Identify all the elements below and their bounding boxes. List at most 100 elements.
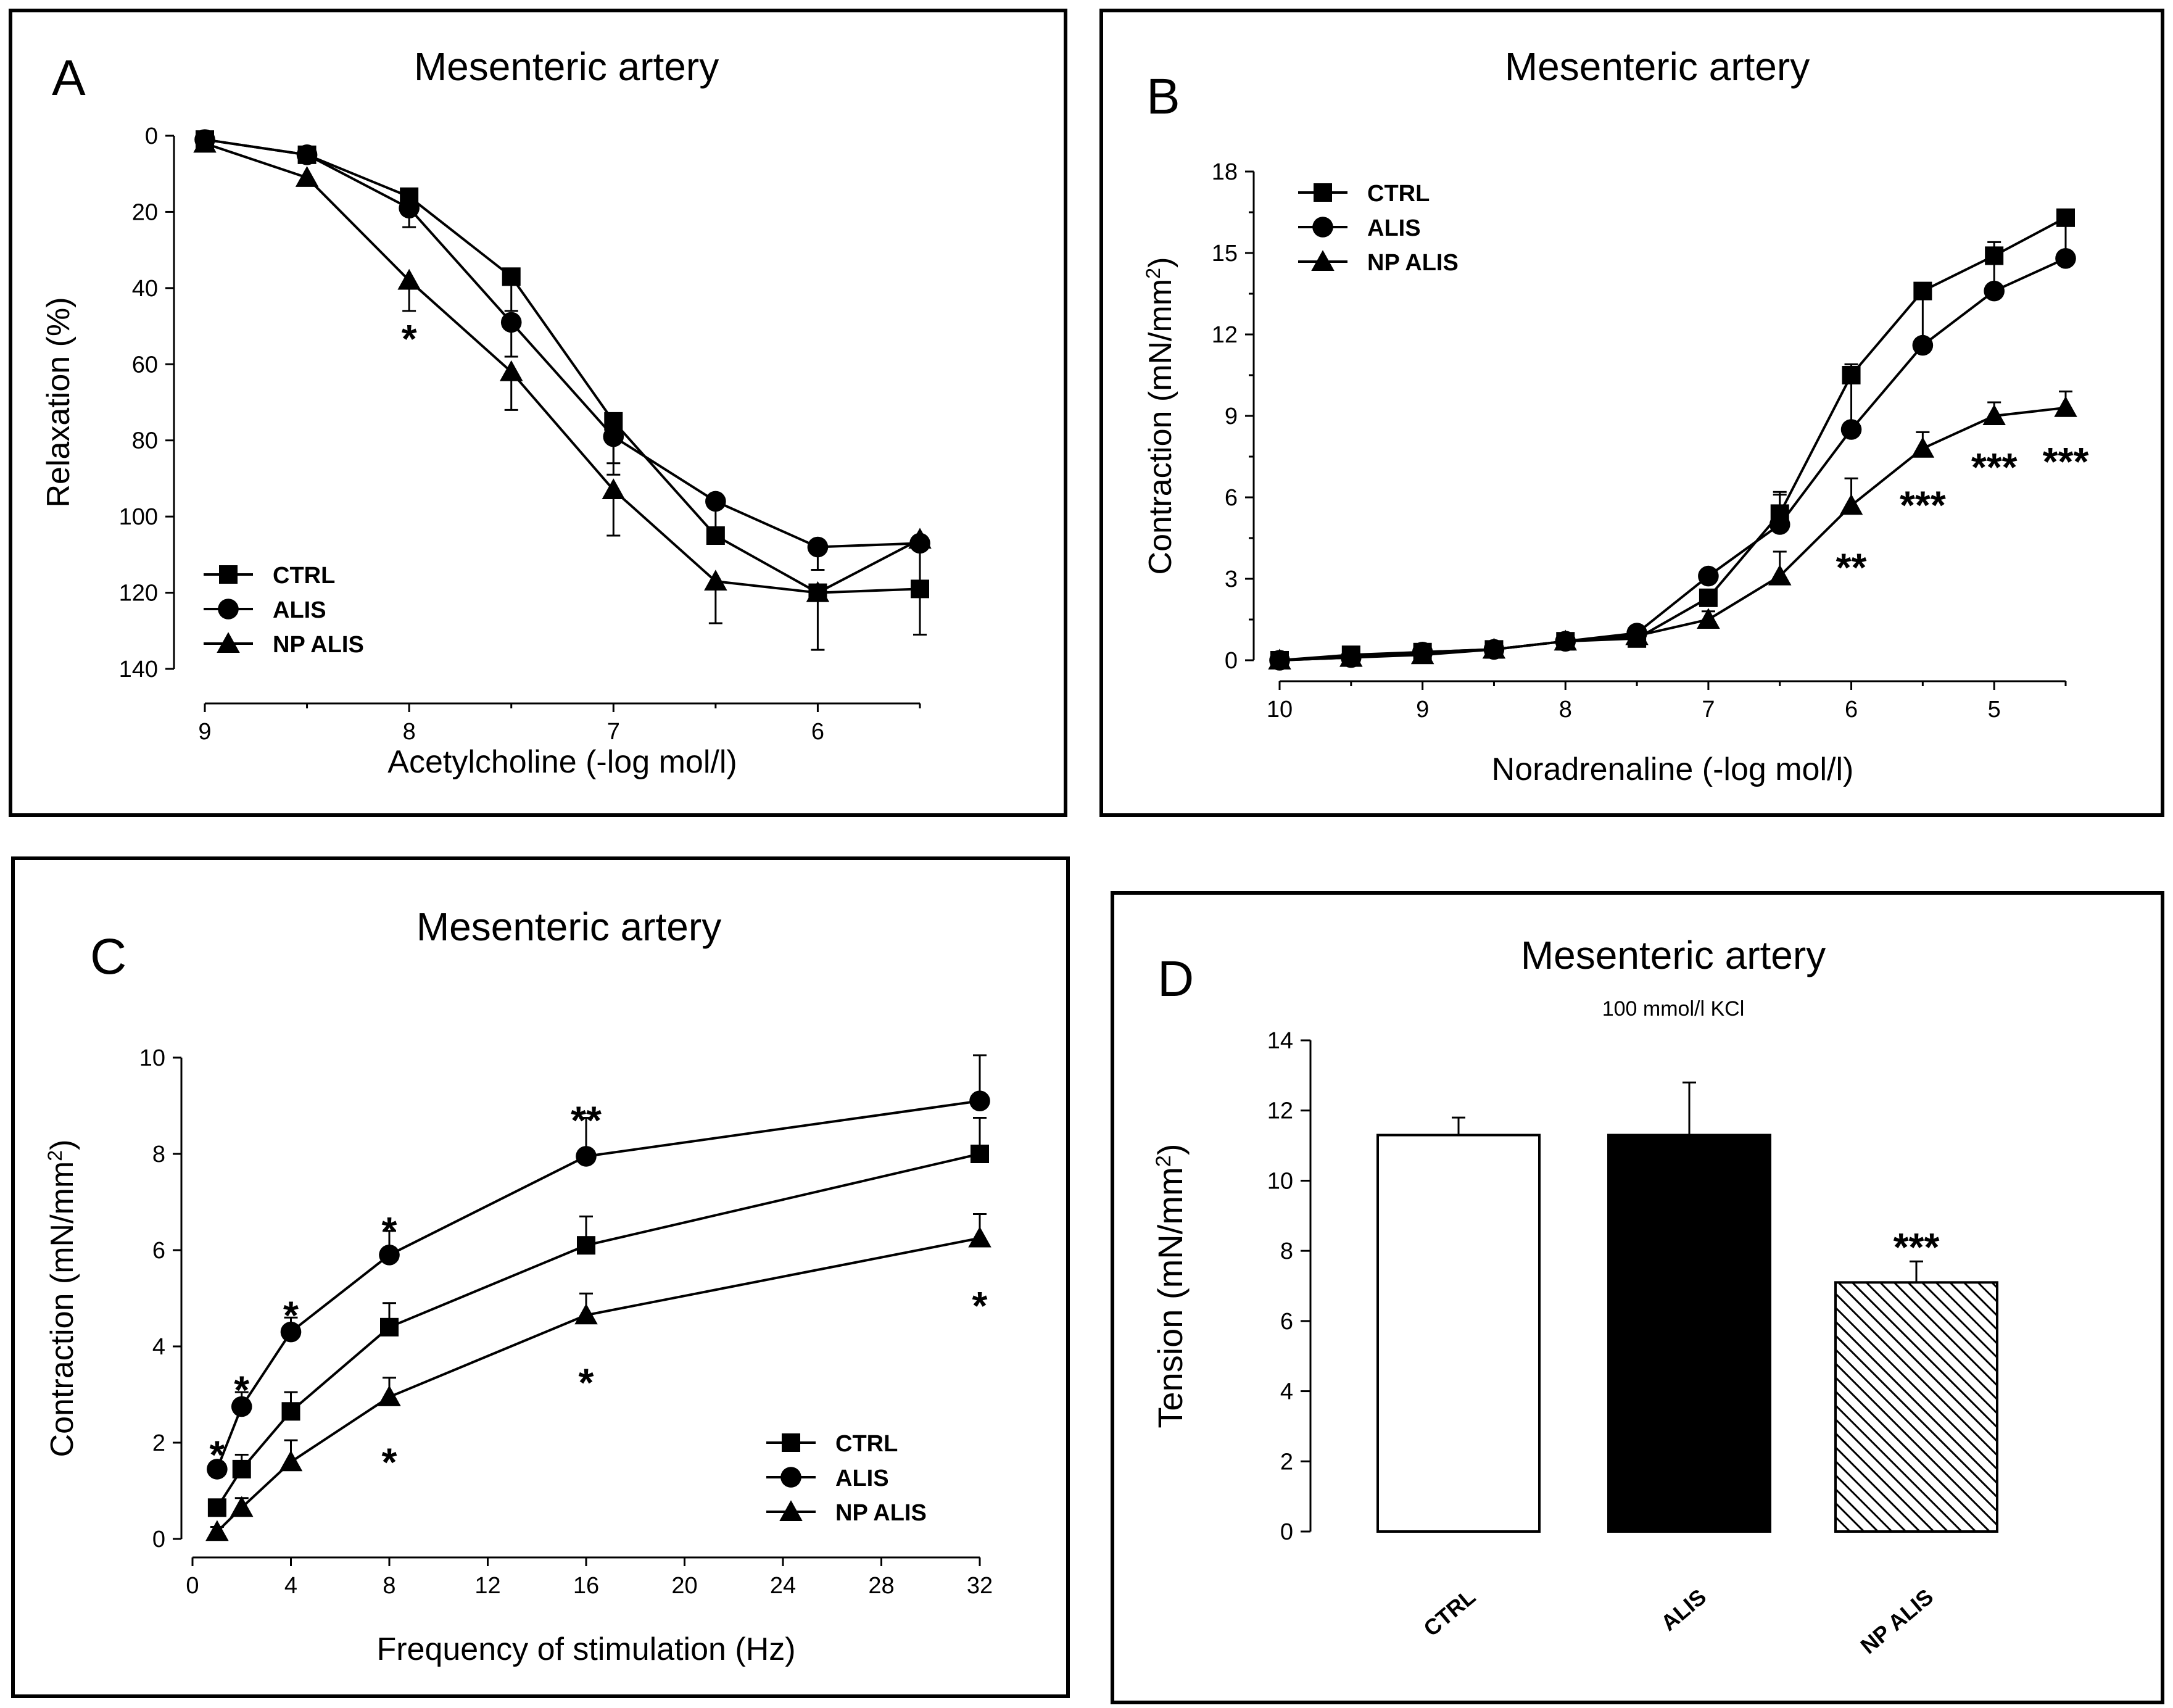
legend-marker [782, 1433, 800, 1452]
legend-label: NP ALIS [835, 1500, 927, 1526]
x-tick-label: 6 [1845, 697, 1858, 723]
y-axis-label: Contraction (mN/mm2) [1142, 257, 1178, 575]
x-category-label: ALIS [1656, 1584, 1711, 1636]
x-tick-label: 12 [474, 1573, 500, 1599]
series-line [1279, 217, 2066, 661]
y-tick-label: 4 [152, 1334, 165, 1360]
significance-label: *** [1894, 1225, 1940, 1269]
data-point [1911, 437, 1935, 458]
y-tick-label: 100 [119, 504, 158, 530]
x-tick-label: 4 [284, 1573, 297, 1599]
legend-marker [1312, 217, 1333, 238]
chart-title: Mesenteric artery [1521, 933, 1826, 977]
x-tick-label: 7 [1702, 697, 1715, 723]
data-point [705, 491, 726, 512]
data-point [499, 360, 523, 381]
data-point [602, 478, 626, 499]
data-point [1769, 514, 1790, 535]
y-tick-label: 8 [152, 1142, 165, 1167]
y-tick-label: 10 [139, 1045, 165, 1071]
data-point [1554, 629, 1578, 651]
significance-label: ** [1836, 545, 1867, 590]
x-tick-label: 5 [1988, 697, 2001, 723]
legend-label: NP ALIS [273, 632, 364, 658]
panel-b: B Mesenteric artery 0 3 6 9 12 15 18 10 9 8 7 6 5 Norad… [1099, 9, 2164, 817]
x-tick-label: 24 [770, 1573, 796, 1599]
data-point [399, 197, 420, 219]
series-line [1279, 406, 2066, 661]
data-point [577, 1236, 595, 1255]
chart-a-svg: A Mesenteric artery 0 20 40 60 80 100 120 140 9 8 7 6… [41, 44, 932, 780]
bar [1607, 1134, 1771, 1533]
significance-label: * [209, 1433, 225, 1477]
data-point [706, 526, 725, 545]
data-point [380, 1317, 399, 1337]
data-point [1268, 649, 1291, 670]
data-point [280, 1321, 302, 1343]
significance-label: *** [2043, 439, 2089, 484]
significance-label: * [579, 1361, 594, 1405]
panel-letter: A [52, 50, 86, 106]
data-point [397, 268, 421, 290]
data-point [2055, 248, 2076, 269]
significance-label: * [972, 1283, 988, 1328]
chart-title: Mesenteric artery [416, 905, 721, 949]
y-tick-label: 10 [1267, 1168, 1293, 1194]
y-tick-label: 18 [1212, 159, 1238, 185]
data-point [1698, 565, 1719, 587]
series-square [196, 130, 929, 636]
data-point [1625, 624, 1649, 645]
chart-subtitle: 100 mmol/l KCl [1602, 997, 1745, 1021]
y-tick-label: 6 [152, 1238, 165, 1264]
data-point [1339, 645, 1363, 667]
y-tick-label: 0 [145, 123, 158, 149]
y-axis-label: Contraction (mN/mm2) [44, 1140, 80, 1457]
panel-letter: C [90, 929, 126, 985]
y-tick-label: 12 [1212, 322, 1238, 348]
y-tick-label: 3 [1225, 566, 1238, 592]
data-point [1482, 637, 1506, 659]
y-axis-label: Relaxation (%) [41, 297, 77, 507]
y-tick-label: 15 [1212, 241, 1238, 267]
legend-marker [219, 565, 238, 584]
legend-marker [1314, 183, 1332, 202]
data-point [295, 166, 319, 187]
x-axis-label: Noradrenaline (-log mol/l) [1492, 752, 1854, 787]
data-point [603, 426, 624, 447]
legend-marker [1311, 250, 1335, 271]
legend-marker [218, 599, 239, 620]
chart-title: Mesenteric artery [1505, 44, 1810, 89]
data-point [379, 1245, 400, 1266]
x-tick-label: 0 [186, 1573, 199, 1599]
y-tick-label: 80 [132, 428, 158, 454]
series-triangle [193, 131, 932, 651]
data-point [1982, 404, 2006, 425]
x-category-label: CTRL [1418, 1584, 1480, 1641]
series-line [1279, 257, 2066, 661]
bar [1376, 1134, 1541, 1533]
data-point [231, 1396, 252, 1417]
data-point [1410, 643, 1434, 665]
x-tick-label: 10 [1267, 697, 1293, 723]
y-tick-label: 6 [1280, 1309, 1293, 1335]
data-point [230, 1496, 254, 1517]
chart-title: Mesenteric artery [414, 44, 719, 89]
data-point [576, 1146, 597, 1167]
series-line [204, 138, 921, 549]
x-tick-label: 6 [811, 719, 824, 745]
series-circle [194, 129, 930, 582]
data-point [207, 1459, 228, 1480]
x-tick-label: 8 [383, 1573, 395, 1599]
series-square [207, 1117, 989, 1517]
series-line [204, 138, 921, 594]
significance-label: *** [1971, 445, 2018, 489]
data-point [1912, 334, 1934, 356]
data-point [807, 536, 829, 558]
data-point [1840, 419, 1862, 440]
data-point [1699, 588, 1718, 607]
data-point [1697, 608, 1720, 629]
y-tick-label: 14 [1267, 1028, 1293, 1054]
y-tick-label: 6 [1225, 485, 1238, 511]
y-tick-label: 12 [1267, 1098, 1293, 1124]
y-tick-label: 140 [119, 657, 158, 682]
